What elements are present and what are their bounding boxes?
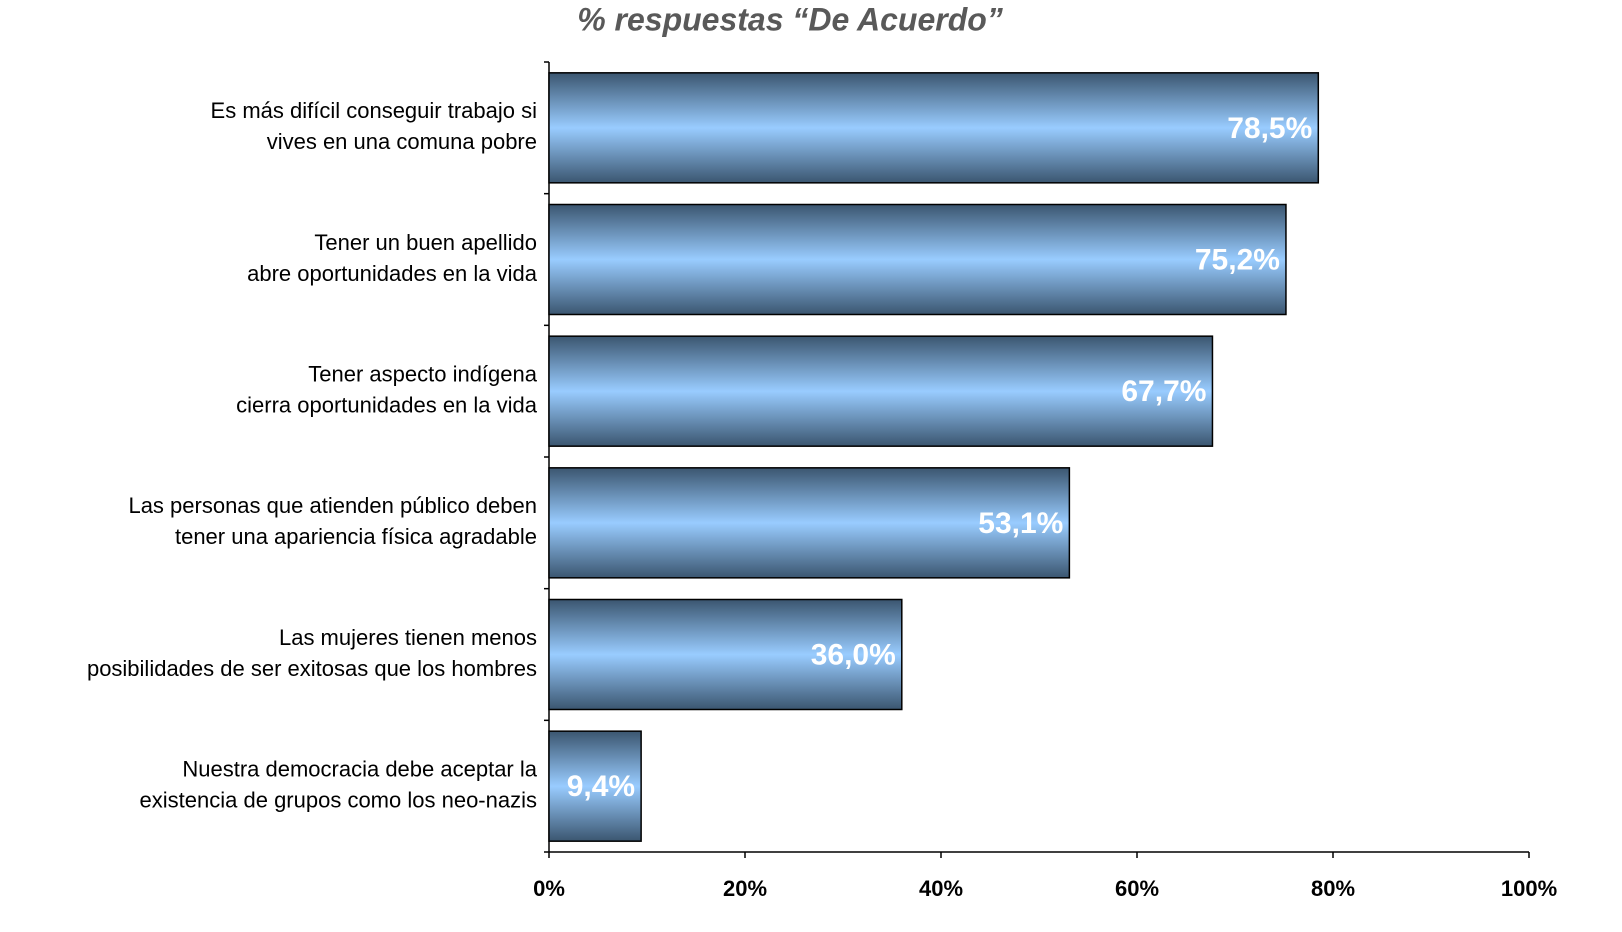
bar bbox=[548, 72, 1320, 184]
value-label: 36,0% bbox=[811, 638, 896, 671]
x-tick-label: 60% bbox=[1115, 876, 1159, 901]
x-tick-label: 0% bbox=[533, 876, 565, 901]
bar bbox=[548, 730, 642, 842]
x-tick-label: 40% bbox=[919, 876, 963, 901]
category-label: existencia de grupos como los neo-nazis bbox=[140, 787, 537, 812]
x-tick-label: 80% bbox=[1311, 876, 1355, 901]
category-label: posibilidades de ser exitosas que los ho… bbox=[87, 656, 537, 681]
value-label: 78,5% bbox=[1227, 112, 1312, 145]
bar bbox=[548, 467, 1071, 579]
category-label: Tener aspecto indígena bbox=[308, 361, 537, 386]
x-tick-label: 20% bbox=[723, 876, 767, 901]
bar bbox=[548, 598, 903, 711]
category-label: vives en una comuna pobre bbox=[267, 129, 537, 154]
category-label: cierra oportunidades en la vida bbox=[236, 392, 538, 417]
value-label: 67,7% bbox=[1121, 375, 1206, 408]
value-label: 53,1% bbox=[978, 507, 1063, 540]
category-label: tener una apariencia física agradable bbox=[175, 524, 537, 549]
bar bbox=[548, 203, 1287, 316]
value-label: 75,2% bbox=[1195, 243, 1280, 276]
x-tick-label: 100% bbox=[1501, 876, 1557, 901]
category-label: Nuestra democracia debe aceptar la bbox=[182, 756, 537, 781]
category-label: Las personas que atienden público deben bbox=[128, 493, 537, 518]
bar bbox=[548, 335, 1214, 447]
value-label: 9,4% bbox=[567, 770, 635, 803]
chart-title: % respuestas “De Acuerdo” bbox=[577, 1, 1003, 37]
category-label: Es más difícil conseguir trabajo si bbox=[211, 98, 537, 123]
category-label: Las mujeres tienen menos bbox=[279, 625, 537, 650]
category-label: abre oportunidades en la vida bbox=[247, 261, 538, 286]
category-label: Tener un buen apellido bbox=[314, 230, 537, 255]
